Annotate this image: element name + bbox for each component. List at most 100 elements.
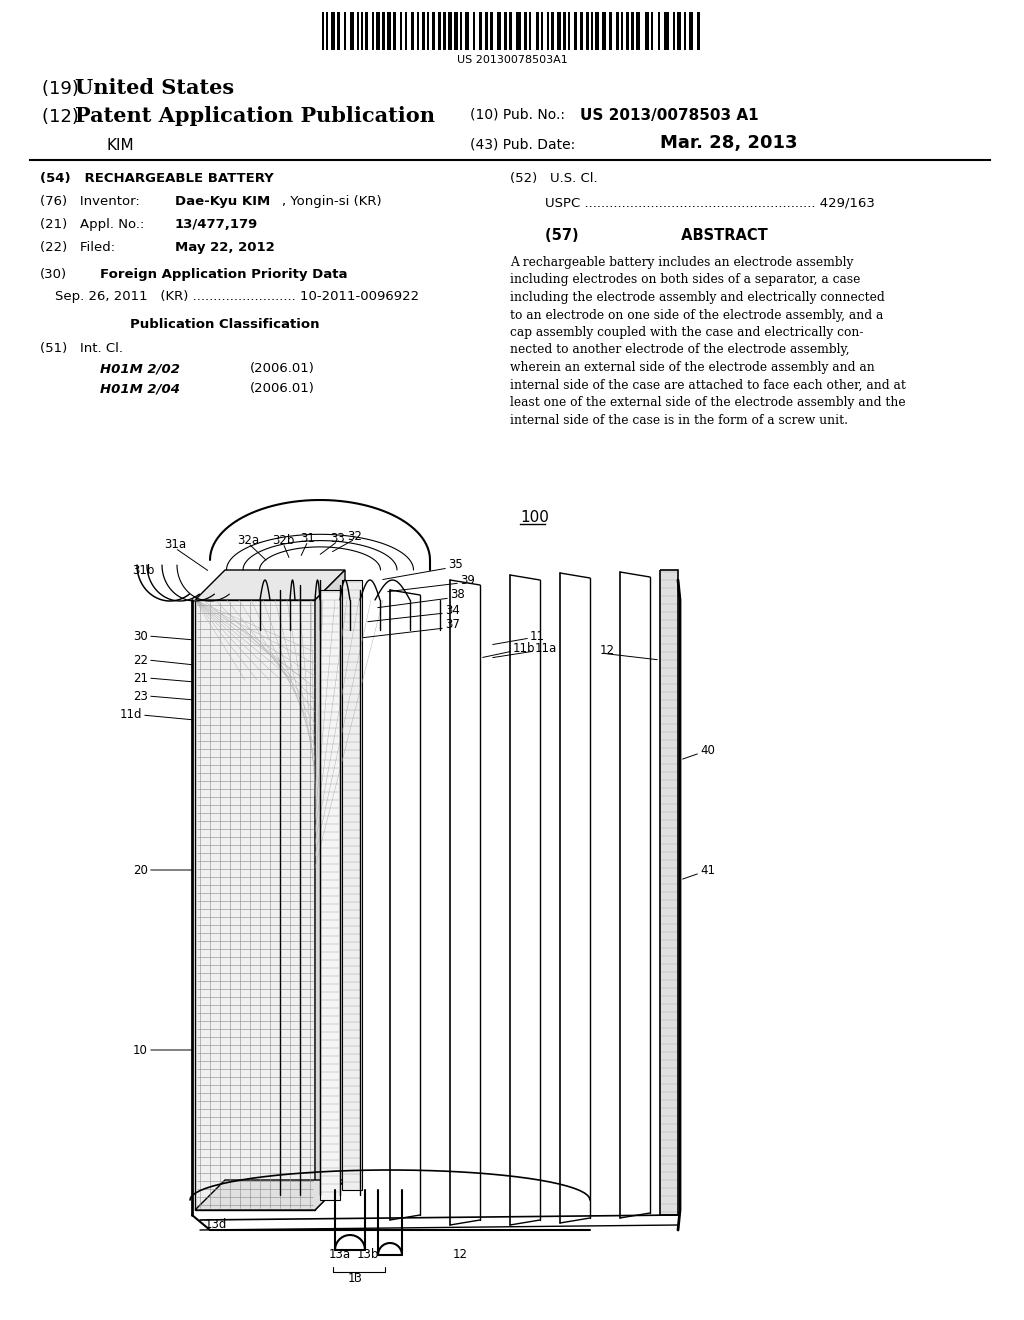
Text: 13d: 13d	[205, 1218, 227, 1232]
Bar	[427, 12, 429, 50]
Text: (19): (19)	[42, 81, 85, 98]
Text: 38: 38	[450, 589, 465, 602]
Text: 32b: 32b	[271, 533, 294, 546]
Text: (21)   Appl. No.:: (21) Appl. No.:	[40, 218, 153, 231]
Bar	[595, 12, 599, 50]
Bar	[393, 12, 396, 50]
Bar	[657, 12, 659, 50]
Text: 11d: 11d	[120, 709, 142, 722]
Text: 37: 37	[445, 619, 460, 631]
Text: wherein an external side of the electrode assembly and an: wherein an external side of the electrod…	[510, 360, 874, 374]
Text: including electrodes on both sides of a separator, a case: including electrodes on both sides of a …	[510, 273, 860, 286]
Text: 34: 34	[445, 603, 460, 616]
Bar	[465, 12, 469, 50]
Bar	[497, 12, 501, 50]
Text: 31b: 31b	[133, 564, 155, 577]
Text: 35: 35	[449, 558, 463, 572]
Bar	[337, 12, 340, 50]
Bar	[547, 12, 549, 50]
Text: 31a: 31a	[164, 539, 186, 552]
Bar	[615, 12, 618, 50]
Bar	[437, 12, 440, 50]
Bar	[422, 12, 425, 50]
Text: Dae-Kyu KIM: Dae-Kyu KIM	[175, 195, 270, 209]
Text: H01M 2/02: H01M 2/02	[100, 362, 180, 375]
Bar	[524, 12, 527, 50]
Bar	[529, 12, 531, 50]
Text: 39: 39	[460, 573, 475, 586]
Bar	[382, 12, 385, 50]
Text: nected to another electrode of the electrode assembly,: nected to another electrode of the elect…	[510, 343, 850, 356]
Bar	[449, 12, 452, 50]
Text: US 20130078503A1: US 20130078503A1	[457, 55, 567, 65]
Bar	[602, 12, 606, 50]
Bar	[509, 12, 512, 50]
Bar	[327, 12, 329, 50]
Text: A rechargeable battery includes an electrode assembly: A rechargeable battery includes an elect…	[510, 256, 853, 269]
Text: (10) Pub. No.:: (10) Pub. No.:	[470, 108, 573, 121]
Bar	[356, 12, 358, 50]
Text: 32a: 32a	[237, 533, 259, 546]
Text: May 22, 2012: May 22, 2012	[175, 242, 274, 253]
Bar	[645, 12, 649, 50]
Text: United States: United States	[75, 78, 234, 98]
Bar	[331, 12, 335, 50]
Bar	[411, 12, 414, 50]
Bar	[587, 12, 589, 50]
Bar	[609, 12, 612, 50]
Text: Mar. 28, 2013: Mar. 28, 2013	[660, 135, 798, 152]
Text: 11a: 11a	[535, 642, 557, 655]
Bar	[627, 12, 629, 50]
Text: (2006.01): (2006.01)	[250, 381, 314, 395]
Text: KIM: KIM	[106, 139, 134, 153]
Text: Publication Classification: Publication Classification	[130, 318, 319, 331]
Text: (76)   Inventor:: (76) Inventor:	[40, 195, 153, 209]
Bar	[557, 12, 560, 50]
Text: 12: 12	[600, 644, 615, 656]
Text: (52)   U.S. Cl.: (52) U.S. Cl.	[510, 172, 598, 185]
Text: 11b: 11b	[513, 642, 536, 655]
Text: 13/477,179: 13/477,179	[175, 218, 258, 231]
Bar	[696, 12, 699, 50]
Bar	[516, 12, 520, 50]
Bar	[631, 12, 634, 50]
Bar	[372, 12, 374, 50]
Bar	[505, 12, 507, 50]
Bar	[460, 12, 463, 50]
Text: 30: 30	[133, 630, 148, 643]
Text: USPC ........................................................ 429/163: USPC ...................................…	[545, 195, 874, 209]
Bar	[478, 12, 481, 50]
Bar	[665, 12, 669, 50]
Bar	[432, 12, 435, 50]
Text: 13b: 13b	[356, 1249, 379, 1262]
Text: cap assembly coupled with the case and electrically con-: cap assembly coupled with the case and e…	[510, 326, 863, 339]
Text: 31: 31	[301, 532, 315, 544]
Text: H01M 2/04: H01M 2/04	[100, 381, 180, 395]
Bar	[689, 12, 693, 50]
Bar	[591, 12, 593, 50]
Text: 12: 12	[453, 1249, 468, 1262]
Text: , Yongin-si (KR): , Yongin-si (KR)	[282, 195, 382, 209]
Bar	[677, 12, 682, 50]
Text: (57)                    ABSTRACT: (57) ABSTRACT	[545, 228, 768, 243]
Text: 21: 21	[133, 672, 148, 685]
Text: 13: 13	[347, 1271, 362, 1284]
Bar	[563, 12, 566, 50]
Bar	[322, 12, 325, 50]
Bar	[399, 12, 401, 50]
Bar	[651, 12, 653, 50]
Text: Sep. 26, 2011   (KR) ......................... 10-2011-0096922: Sep. 26, 2011 (KR) .....................…	[55, 290, 419, 304]
PathPatch shape	[319, 590, 340, 1200]
Text: 22: 22	[133, 653, 148, 667]
Bar	[573, 12, 577, 50]
Bar	[406, 12, 408, 50]
PathPatch shape	[660, 570, 678, 1214]
PathPatch shape	[195, 570, 345, 601]
Bar	[360, 12, 364, 50]
Bar	[568, 12, 570, 50]
Text: 23: 23	[133, 689, 148, 702]
PathPatch shape	[195, 601, 315, 1210]
Bar	[551, 12, 554, 50]
Text: least one of the external side of the electrode assembly and the: least one of the external side of the el…	[510, 396, 905, 409]
Bar	[366, 12, 369, 50]
